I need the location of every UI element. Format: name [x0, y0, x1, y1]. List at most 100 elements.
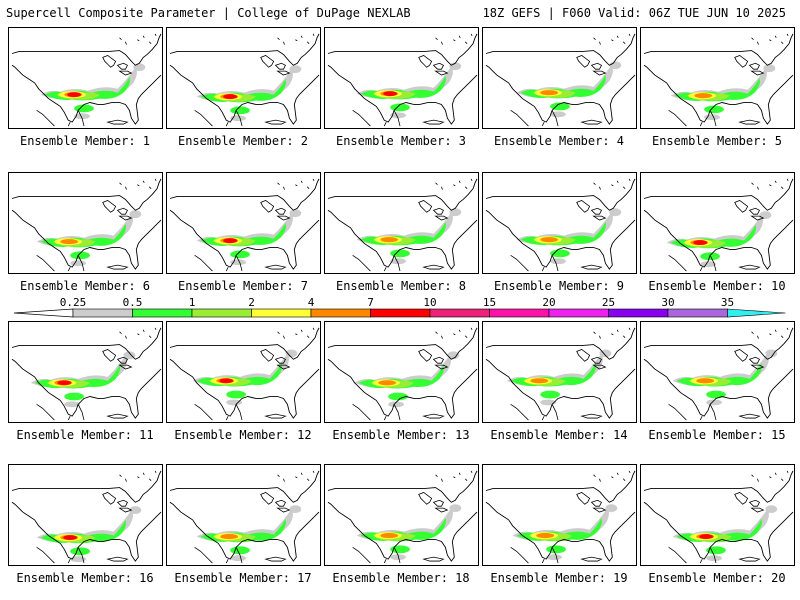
scp-field [672, 505, 778, 562]
ensemble-map-panel [640, 321, 795, 423]
ensemble-member-label: Ensemble Member: 3 [335, 134, 467, 148]
conus-outline [169, 178, 320, 270]
colorbar-segment [72, 308, 133, 318]
scp-field [512, 504, 618, 561]
ensemble-member-label: Ensemble Member: 13 [332, 428, 470, 442]
ensemble-map-panel [482, 321, 637, 423]
conus-outline [169, 470, 320, 562]
ensemble-member-label: Ensemble Member: 16 [16, 571, 154, 585]
ensemble-member-label: Ensemble Member: 8 [335, 279, 467, 293]
great-lakes [102, 349, 133, 370]
canada-islands [751, 470, 789, 482]
colorbar-tick-label: 7 [367, 296, 374, 309]
conus-outline [643, 470, 794, 562]
canada-islands [277, 33, 315, 45]
scp-field [670, 64, 776, 121]
mexico-outline [36, 404, 85, 421]
ensemble-member-label: Ensemble Member: 5 [651, 134, 783, 148]
colorbar-below-arrow [13, 308, 74, 318]
canada-islands [119, 327, 157, 339]
cuba-outline [738, 264, 761, 270]
ensemble-map-panel [324, 464, 479, 566]
great-lakes [576, 492, 607, 513]
great-lakes [102, 55, 133, 76]
cuba-outline [106, 413, 129, 419]
mexico-outline [668, 110, 717, 127]
scp-field [30, 351, 136, 408]
ensemble-member-label: Ensemble Member: 9 [493, 279, 625, 293]
great-lakes [260, 492, 291, 513]
great-lakes [576, 349, 607, 370]
scp-field [356, 504, 462, 561]
mexico-outline [194, 404, 243, 421]
scp-field [196, 209, 302, 266]
canada-islands [435, 327, 473, 339]
cuba-outline [422, 556, 445, 562]
great-lakes [734, 200, 765, 221]
ensemble-map-panel [8, 464, 163, 566]
colorbar-tick-label: 20 [542, 296, 555, 309]
ensemble-member-label: Ensemble Member: 12 [174, 428, 312, 442]
mexico-outline [194, 110, 243, 127]
ensemble-map-panel [324, 172, 479, 274]
ensemble-map-panel [166, 27, 321, 129]
cuba-outline [738, 556, 761, 562]
ensemble-member-label: Ensemble Member: 20 [648, 571, 786, 585]
cuba-outline [264, 556, 287, 562]
canada-islands [751, 33, 789, 45]
colorbar-tick-label: 25 [602, 296, 615, 309]
conus-outline [327, 470, 478, 562]
canada-islands [277, 470, 315, 482]
cuba-outline [106, 264, 129, 270]
ensemble-map-panel [8, 172, 163, 274]
great-lakes [734, 349, 765, 370]
canada-islands [751, 327, 789, 339]
colorbar-tick-label: 0.25 [60, 296, 87, 309]
colorbar-tick-label: 1 [189, 296, 196, 309]
ensemble-member-label: Ensemble Member: 15 [648, 428, 786, 442]
chart-title-right: 18Z GEFS | F060 Valid: 06Z TUE JUN 10 20… [482, 6, 786, 20]
ensemble-member-label: Ensemble Member: 14 [490, 428, 628, 442]
colorbar-tick-label: 15 [483, 296, 496, 309]
color-legend-bar: 0.25 0.5 1 2 4 7 10 15 20 25 30 35 [13, 296, 786, 318]
colorbar-segment [608, 308, 669, 318]
cuba-outline [738, 119, 761, 125]
conus-outline [169, 327, 320, 419]
great-lakes [260, 55, 291, 76]
ensemble-member-label: Ensemble Member: 10 [648, 279, 786, 293]
scp-field [516, 61, 622, 118]
ensemble-member-label: Ensemble Member: 18 [332, 571, 470, 585]
scp-field [354, 351, 460, 408]
great-lakes [576, 200, 607, 221]
ensemble-map-panel [640, 172, 795, 274]
great-lakes [418, 349, 449, 370]
chart-title-left: Supercell Composite Parameter | College … [6, 6, 411, 20]
conus-outline [643, 327, 794, 419]
conus-outline [485, 178, 636, 270]
canada-islands [593, 470, 631, 482]
cuba-outline [264, 413, 287, 419]
colorbar-segment [251, 308, 312, 318]
scp-field [516, 208, 622, 265]
great-lakes [418, 200, 449, 221]
great-lakes [734, 55, 765, 76]
ensemble-map-panel [482, 464, 637, 566]
ensemble-member-label: Ensemble Member: 2 [177, 134, 309, 148]
canada-islands [119, 178, 157, 190]
mexico-outline [194, 255, 243, 272]
canada-islands [593, 178, 631, 190]
colorbar-tick-label: 2 [248, 296, 255, 309]
cuba-outline [422, 264, 445, 270]
colorbar-tick-label: 4 [308, 296, 315, 309]
ensemble-member-label: Ensemble Member: 19 [490, 571, 628, 585]
great-lakes [260, 200, 291, 221]
canada-islands [435, 178, 473, 190]
canada-islands [751, 178, 789, 190]
great-lakes [576, 55, 607, 76]
conus-outline [485, 33, 636, 125]
mexico-outline [352, 255, 401, 272]
ensemble-map-panel [166, 172, 321, 274]
great-lakes [734, 492, 765, 513]
scp-field [36, 506, 142, 563]
colorbar-tick-label: 0.5 [123, 296, 143, 309]
